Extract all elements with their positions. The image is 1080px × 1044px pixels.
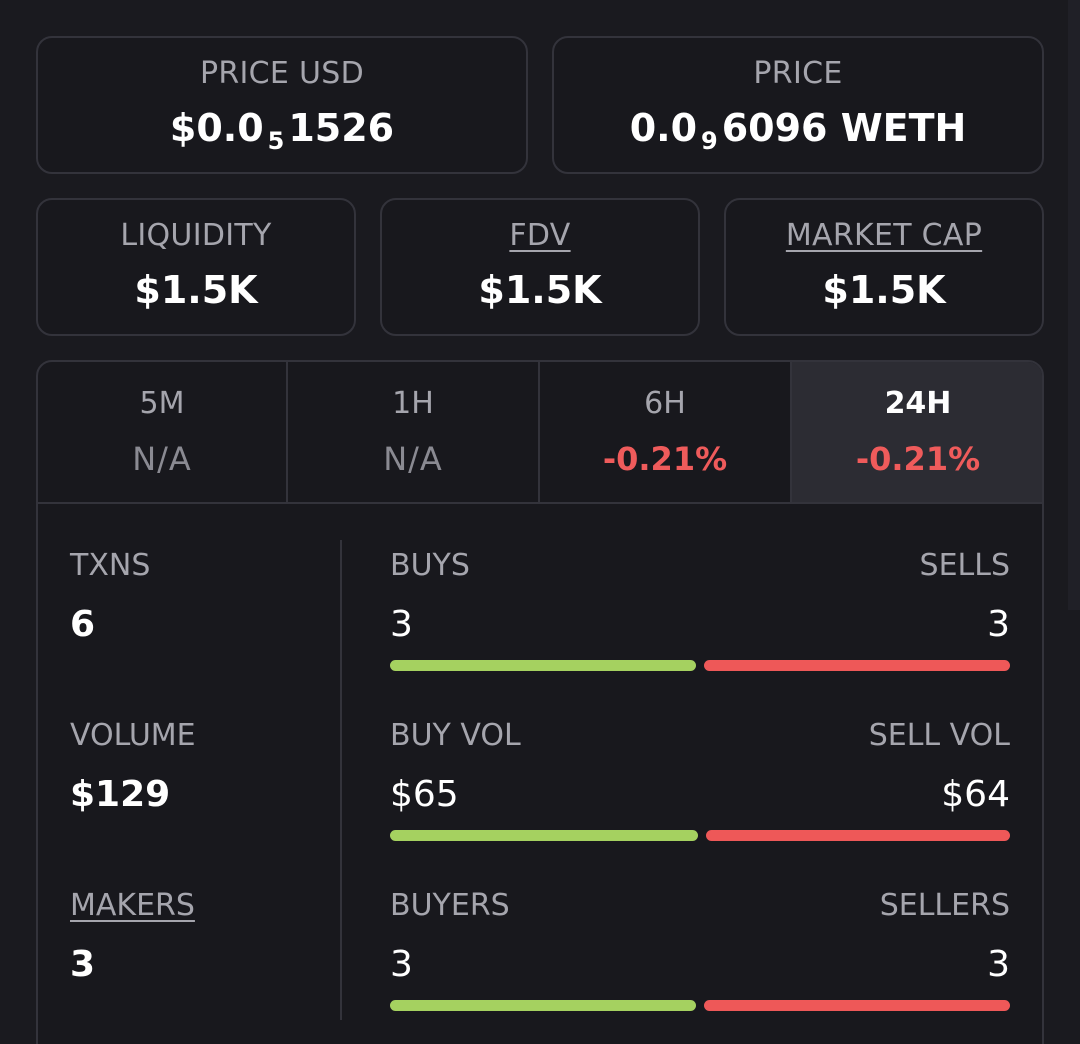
stats-section: TXNS 6 VOLUME $129 MAKERS 3 BUYS SELLS 3… bbox=[38, 504, 1042, 1044]
tab-change: N/A bbox=[383, 440, 443, 478]
sellers-bar bbox=[704, 1000, 1010, 1011]
makers-label[interactable]: MAKERS bbox=[70, 888, 195, 923]
volume-label: VOLUME bbox=[70, 718, 196, 753]
tab-label: 1H bbox=[392, 386, 434, 421]
price-native-label: PRICE bbox=[753, 56, 843, 91]
tab-change: -0.21% bbox=[602, 440, 728, 478]
tab-label: 5M bbox=[139, 386, 185, 421]
tab-1h[interactable]: 1H N/A bbox=[288, 362, 540, 502]
buyers-bar bbox=[390, 1000, 696, 1011]
buy-vol-label: BUY VOL bbox=[390, 718, 521, 753]
fdv-label[interactable]: FDV bbox=[509, 218, 571, 253]
buys-label: BUYS bbox=[390, 548, 470, 583]
liquidity-label: LIQUIDITY bbox=[120, 218, 272, 253]
sell-vol-label: SELL VOL bbox=[868, 718, 1010, 753]
timeframe-tabs: 5M N/A 1H N/A 6H -0.21% 24H -0.21% bbox=[38, 362, 1042, 504]
fdv-value: $1.5K bbox=[478, 268, 602, 312]
txns-label: TXNS bbox=[70, 548, 151, 583]
market-cap-label[interactable]: MARKET CAP bbox=[785, 218, 983, 253]
tab-5m[interactable]: 5M N/A bbox=[38, 362, 288, 502]
buy-vol-bar bbox=[390, 830, 698, 841]
price-usd-card: PRICE USD $0.0 5 1526 bbox=[36, 36, 528, 174]
market-cap-card: MARKET CAP $1.5K bbox=[724, 198, 1044, 336]
txns-value: 6 bbox=[70, 604, 96, 645]
timeframe-panel: 5M N/A 1H N/A 6H -0.21% 24H -0.21% TXNS … bbox=[36, 360, 1044, 1044]
sellers-label: SELLERS bbox=[879, 888, 1010, 923]
sell-vol-bar bbox=[706, 830, 1010, 841]
sell-vol-value: $64 bbox=[941, 774, 1010, 815]
buyers-label: BUYERS bbox=[390, 888, 510, 923]
liquidity-value: $1.5K bbox=[134, 268, 258, 312]
price-native-card: PRICE 0.0 9 6096 WETH bbox=[552, 36, 1044, 174]
buy-vol-value: $65 bbox=[390, 774, 459, 815]
price-native-value: 0.0 9 6096 WETH bbox=[629, 106, 967, 155]
buys-value: 3 bbox=[390, 604, 413, 645]
tab-label: 24H bbox=[884, 386, 952, 421]
market-cap-value: $1.5K bbox=[822, 268, 946, 312]
tab-change: N/A bbox=[132, 440, 192, 478]
buys-bar bbox=[390, 660, 696, 671]
fdv-card: FDV $1.5K bbox=[380, 198, 700, 336]
buyers-value: 3 bbox=[390, 944, 413, 985]
makers-value: 3 bbox=[70, 944, 96, 985]
volume-value: $129 bbox=[70, 774, 171, 815]
liquidity-card: LIQUIDITY $1.5K bbox=[36, 198, 356, 336]
sells-label: SELLS bbox=[919, 548, 1010, 583]
tab-24h[interactable]: 24H -0.21% bbox=[792, 362, 1042, 502]
sells-value: 3 bbox=[987, 604, 1010, 645]
tab-change: -0.21% bbox=[855, 440, 981, 478]
sells-bar bbox=[704, 660, 1010, 671]
scrollbar[interactable] bbox=[1068, 0, 1080, 610]
price-usd-value: $0.0 5 1526 bbox=[169, 106, 395, 155]
stats-divider bbox=[340, 540, 342, 1020]
tab-6h[interactable]: 6H -0.21% bbox=[540, 362, 792, 502]
price-usd-label: PRICE USD bbox=[199, 56, 365, 91]
sellers-value: 3 bbox=[987, 944, 1010, 985]
tab-label: 6H bbox=[644, 386, 686, 421]
